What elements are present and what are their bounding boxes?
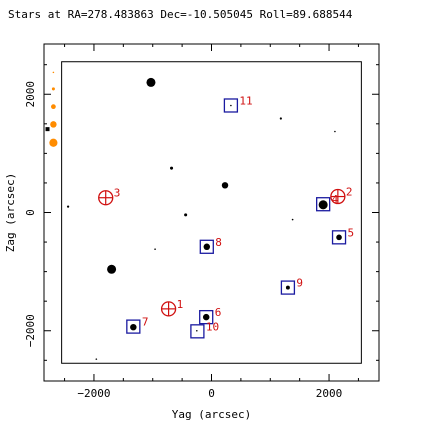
star: [66, 205, 70, 208]
star: [196, 329, 198, 332]
legend-dot: [51, 104, 56, 110]
acq-stars-layer: 4 5 6 7 8 9 10 11: [126, 94, 355, 339]
star: [291, 218, 294, 221]
stars-layer: [45, 77, 342, 360]
acq-star-label: 10: [206, 320, 219, 333]
y-tick-label: 0: [24, 209, 37, 216]
chart-title: Stars at RA=278.483863 Dec=-10.505045 Ro…: [8, 8, 353, 21]
star: [334, 130, 336, 133]
acq-star-label: 9: [296, 277, 303, 290]
star: [107, 264, 117, 274]
star: [170, 166, 174, 170]
axis-ticks: −2000 0 2000 −2000 0 2000: [24, 44, 379, 400]
y-axis-label: Zag (arcsec): [4, 173, 17, 252]
star: [279, 117, 282, 120]
acq-star-box: [199, 239, 214, 254]
acq-star-label: 4: [332, 193, 339, 206]
x-tick-label: 2000: [316, 387, 343, 400]
guide-stars-layer: 1 2 3: [98, 186, 353, 317]
acq-star-label: 8: [215, 236, 222, 249]
star: [221, 182, 229, 189]
acq-star-label: 7: [142, 316, 149, 329]
magnitude-legend: [49, 71, 58, 147]
acq-star-box: [280, 280, 296, 295]
acq-star-box: [316, 197, 331, 212]
acq-star-box: [199, 309, 214, 325]
x-tick-label: 0: [208, 387, 215, 400]
star: [203, 243, 211, 251]
guide-star-label: 1: [177, 298, 184, 311]
legend-dot: [50, 121, 57, 128]
acq-star-label: 5: [348, 226, 355, 239]
star: [146, 77, 156, 87]
y-tick-label: −2000: [24, 314, 37, 347]
acq-star-label: 11: [239, 94, 252, 107]
acq-star-box: [331, 230, 347, 245]
field-box-rect: [61, 61, 362, 364]
guide-star-label: 3: [114, 187, 121, 200]
acq-star-box: [223, 98, 239, 113]
star: [154, 248, 156, 250]
star: [202, 313, 210, 321]
acq-star-box: [126, 319, 141, 334]
star: [336, 234, 342, 241]
x-axis-label: Yag (arcsec): [172, 408, 251, 421]
y-tick-label: 2000: [24, 81, 37, 108]
star: [184, 213, 188, 217]
acq-star-label: 6: [215, 306, 222, 319]
acq-star-box: [190, 324, 205, 339]
corner-marker: [45, 127, 50, 132]
field-box: [61, 61, 362, 364]
star: [318, 200, 328, 210]
x-tick-label: −2000: [77, 387, 110, 400]
star: [130, 323, 137, 331]
guide-star-label: 2: [346, 186, 353, 199]
star: [285, 285, 290, 290]
star: [95, 358, 98, 360]
legend-dot: [51, 87, 55, 91]
star: [230, 104, 232, 107]
legend-dot: [49, 138, 58, 147]
legend-dot: [52, 71, 55, 74]
